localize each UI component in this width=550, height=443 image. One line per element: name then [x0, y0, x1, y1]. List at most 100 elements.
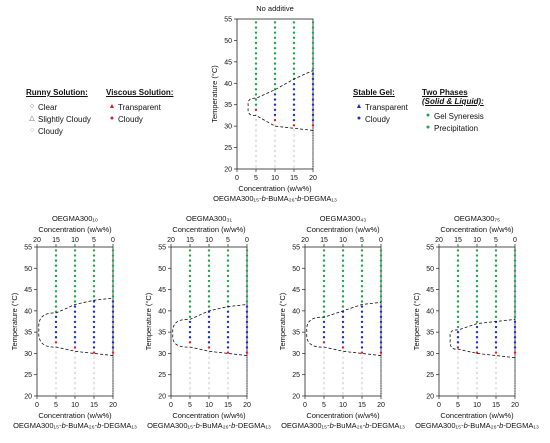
data-point-two-phase [207, 264, 211, 267]
data-point-gel [92, 320, 96, 324]
legend-two-phases: Two Phases (Solid & Liquid): ● Gel Syner… [422, 88, 484, 134]
data-point-viscous [456, 346, 460, 349]
data-point-gel [341, 336, 345, 339]
data-point-runny [292, 154, 296, 158]
y-tick-label: 40 [426, 308, 434, 315]
data-point-runny [226, 366, 230, 370]
data-point-two-phase [273, 72, 277, 76]
data-point-gel [92, 300, 96, 303]
data-point-two-phase [207, 254, 211, 257]
x-tick-label: 10 [473, 402, 481, 409]
data-point-two-phase [207, 269, 211, 273]
data-point-two-phase [73, 279, 77, 283]
data-point-two-phase [360, 259, 364, 262]
data-point-gel [54, 320, 58, 324]
data-point-two-phase [188, 254, 192, 257]
data-point-two-phase [254, 88, 258, 91]
data-point-two-phase [111, 264, 115, 267]
data-point-runny [245, 371, 249, 375]
data-point-gel [311, 72, 315, 76]
data-point-runny [292, 165, 296, 168]
data-point-two-phase [456, 290, 460, 293]
data-point-runny [254, 129, 258, 132]
data-point-two-phase [254, 36, 258, 40]
data-point-gel [322, 325, 326, 329]
data-point-runny [254, 149, 258, 153]
data-point-two-phase [341, 305, 345, 308]
data-point-gel [360, 336, 364, 339]
data-point-runny [73, 382, 77, 385]
x-tick-label: 15 [224, 402, 232, 409]
data-point-gel [311, 82, 315, 86]
data-point-two-phase [475, 274, 479, 278]
data-point-two-phase [513, 274, 517, 278]
data-point-two-phase [207, 300, 211, 303]
data-point-gel [311, 113, 315, 117]
data-point-gel [111, 320, 115, 324]
data-point-runny [360, 382, 364, 385]
data-point-two-phase [254, 62, 258, 65]
polymer-label-part: BuMA₂₆ [336, 421, 362, 430]
data-point-two-phase [188, 264, 192, 267]
data-point-runny [226, 356, 230, 359]
data-point-runny [475, 371, 479, 375]
x-axis-label: Concentration (w/w%) [238, 184, 312, 193]
data-point-two-phase [245, 290, 249, 293]
data-point-two-phase [456, 325, 460, 329]
polymer-label-dash: - [461, 421, 464, 430]
polymer-label-dash: - [295, 194, 298, 203]
data-point-two-phase [245, 279, 249, 283]
top-tick-label: 0 [245, 237, 249, 244]
y-tick-label: 50 [426, 266, 434, 273]
data-point-two-phase [254, 93, 258, 96]
data-point-two-phase [341, 300, 345, 303]
top-tick-label: 15 [320, 237, 328, 244]
data-point-viscous [54, 341, 58, 344]
data-point-runny [207, 366, 211, 370]
data-point-gel [379, 315, 383, 319]
polymer-label-part: BuMA₂₆ [202, 421, 228, 430]
y-tick-label: 20 [158, 394, 166, 401]
data-point-runny [494, 366, 498, 370]
polymer-label-part: OEGMA300₁₅ [415, 421, 461, 430]
data-point-two-phase [226, 249, 230, 252]
data-point-runny [513, 387, 517, 390]
data-point-gel [207, 336, 211, 339]
data-point-two-phase [207, 305, 211, 308]
data-point-gel [73, 315, 77, 319]
data-point-runny [322, 351, 326, 354]
data-point-runny [245, 366, 249, 370]
polymer-label-dash: - [497, 421, 500, 430]
filled-triangle-icon: ▲ [108, 103, 116, 110]
data-point-two-phase [292, 46, 296, 50]
data-point-two-phase [92, 259, 96, 262]
data-point-viscous [245, 351, 249, 354]
polymer-label-dash: - [468, 421, 471, 430]
data-point-two-phase [513, 264, 517, 267]
data-point-gel [207, 325, 211, 329]
y-tick-label: 55 [292, 245, 300, 252]
data-point-two-phase [188, 295, 192, 298]
top-tick-label: 10 [71, 237, 79, 244]
y-tick-label: 25 [24, 372, 32, 379]
legend-runny-cloudy: ○ Cloudy [26, 125, 91, 137]
data-point-two-phase [341, 249, 345, 252]
data-point-runny [111, 382, 115, 385]
data-point-gel [292, 113, 296, 117]
data-point-gel [292, 118, 296, 122]
data-point-viscous [111, 351, 115, 354]
data-point-viscous [254, 108, 258, 112]
data-point-two-phase [226, 264, 230, 267]
data-point-two-phase [475, 249, 479, 252]
data-point-two-phase [92, 269, 96, 273]
data-point-two-phase [513, 310, 517, 313]
data-point-two-phase [456, 279, 460, 283]
data-point-runny [494, 392, 498, 395]
data-point-two-phase [494, 315, 498, 319]
data-point-runny [475, 361, 479, 364]
x-tick-label: 5 [456, 402, 460, 409]
x-tick-label: 0 [235, 175, 239, 182]
data-point-gel [226, 320, 230, 324]
data-point-two-phase [322, 290, 326, 293]
data-point-two-phase [494, 279, 498, 283]
